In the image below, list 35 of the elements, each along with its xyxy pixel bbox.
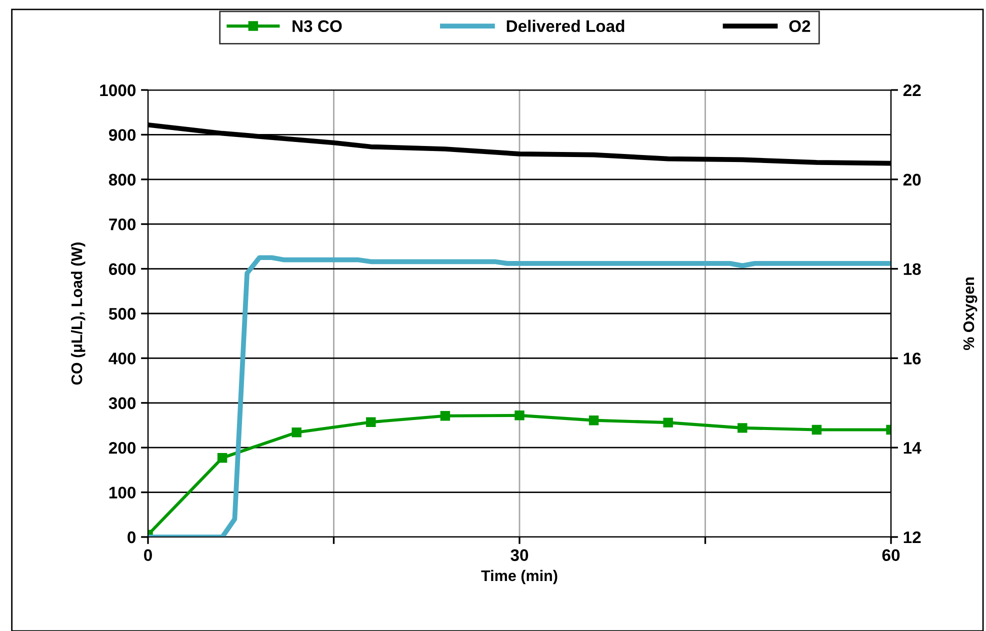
point xyxy=(514,410,524,420)
y-tick-label: 300 xyxy=(108,397,136,410)
legend-label: O2 xyxy=(789,20,810,32)
y2-tick-label: 18 xyxy=(904,263,921,276)
point xyxy=(292,428,302,438)
legend-label: N3 CO xyxy=(292,20,342,32)
y-tick-label: 600 xyxy=(109,263,136,276)
y-tick-label: 900 xyxy=(108,129,136,141)
y2-tick-label: 16 xyxy=(904,352,921,364)
point xyxy=(588,415,599,426)
x-tick-label: 0 xyxy=(144,549,152,562)
y-axis-title: CO (μL/L), Load (W) xyxy=(70,242,86,385)
y2-tick-label: 12 xyxy=(904,531,921,544)
point xyxy=(663,418,673,428)
y-tick-label: 800 xyxy=(108,174,136,186)
point xyxy=(217,453,228,463)
y-tick-label: 0 xyxy=(128,531,136,544)
y-tick-label: 400 xyxy=(108,352,136,364)
y-tick-label: 1000 xyxy=(100,84,136,96)
x-axis-title: Time (min) xyxy=(481,570,558,584)
point xyxy=(440,411,450,421)
y-tick-label: 500 xyxy=(108,308,136,320)
point xyxy=(738,423,748,433)
point xyxy=(366,417,376,427)
x-tick-label: 60 xyxy=(882,549,900,562)
x-tick-label: 30 xyxy=(510,549,528,562)
y-tick-label: 100 xyxy=(109,486,136,499)
y-tick-label: 200 xyxy=(108,442,136,454)
legend-label: Delivered Load xyxy=(506,20,624,32)
point xyxy=(812,424,822,435)
y2-tick-label: 22 xyxy=(903,84,921,96)
y2-tick-label: 20 xyxy=(903,174,921,186)
y2-axis-title: % Oxygen xyxy=(963,278,978,350)
y2-tick-label: 14 xyxy=(904,442,922,454)
y-tick-label: 700 xyxy=(109,218,136,230)
